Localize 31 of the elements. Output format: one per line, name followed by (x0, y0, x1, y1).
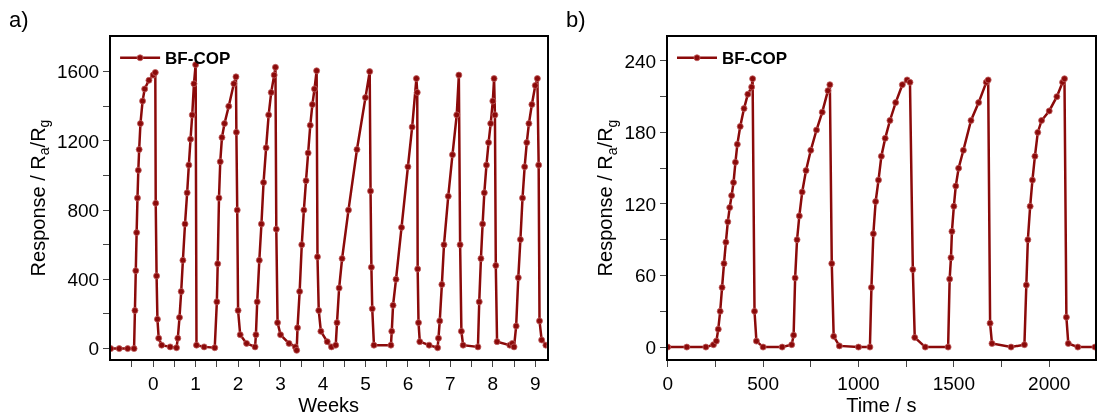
text: b) (566, 7, 586, 32)
y-tick-label: 60 (635, 265, 657, 287)
x-tick-label: 1 (190, 372, 201, 394)
x-axis-title: Weeks (298, 393, 360, 416)
x-axis-title: Time / s (846, 393, 917, 416)
y-tick-label: 240 (624, 50, 657, 72)
x-tick-label: 0 (662, 372, 674, 394)
x-tick-label: 6 (402, 372, 414, 394)
x-tick-label: 1000 (837, 372, 880, 394)
x-tick-label: 2000 (1028, 372, 1071, 394)
legend-label: BF-COP (721, 49, 788, 69)
y-tick-label: 1600 (56, 61, 100, 83)
y-tick-label: 0 (88, 338, 100, 360)
x-tick-label: 500 (747, 372, 779, 394)
x-tick-label: 9 (529, 372, 541, 394)
y-tick-label: 180 (624, 122, 657, 144)
y-tick-label: 400 (67, 269, 100, 291)
x-tick-label: 2 (232, 372, 244, 394)
x-tick-label: 8 (487, 372, 499, 394)
x-tick-label: 7 (445, 372, 456, 394)
y-tick-label: 0 (645, 336, 657, 358)
x-tick-label: 0 (147, 372, 159, 394)
x-tick-label: 5 (360, 372, 371, 394)
text: a) (9, 7, 29, 32)
y-tick-label: 120 (624, 193, 657, 215)
y-tick-label: 1200 (56, 130, 100, 152)
x-tick-label: 4 (317, 372, 329, 394)
x-tick-label: 1500 (932, 372, 975, 394)
legend-label: BF-COP (165, 49, 231, 69)
x-tick-label: 3 (275, 372, 286, 394)
y-tick-label: 800 (67, 199, 100, 221)
